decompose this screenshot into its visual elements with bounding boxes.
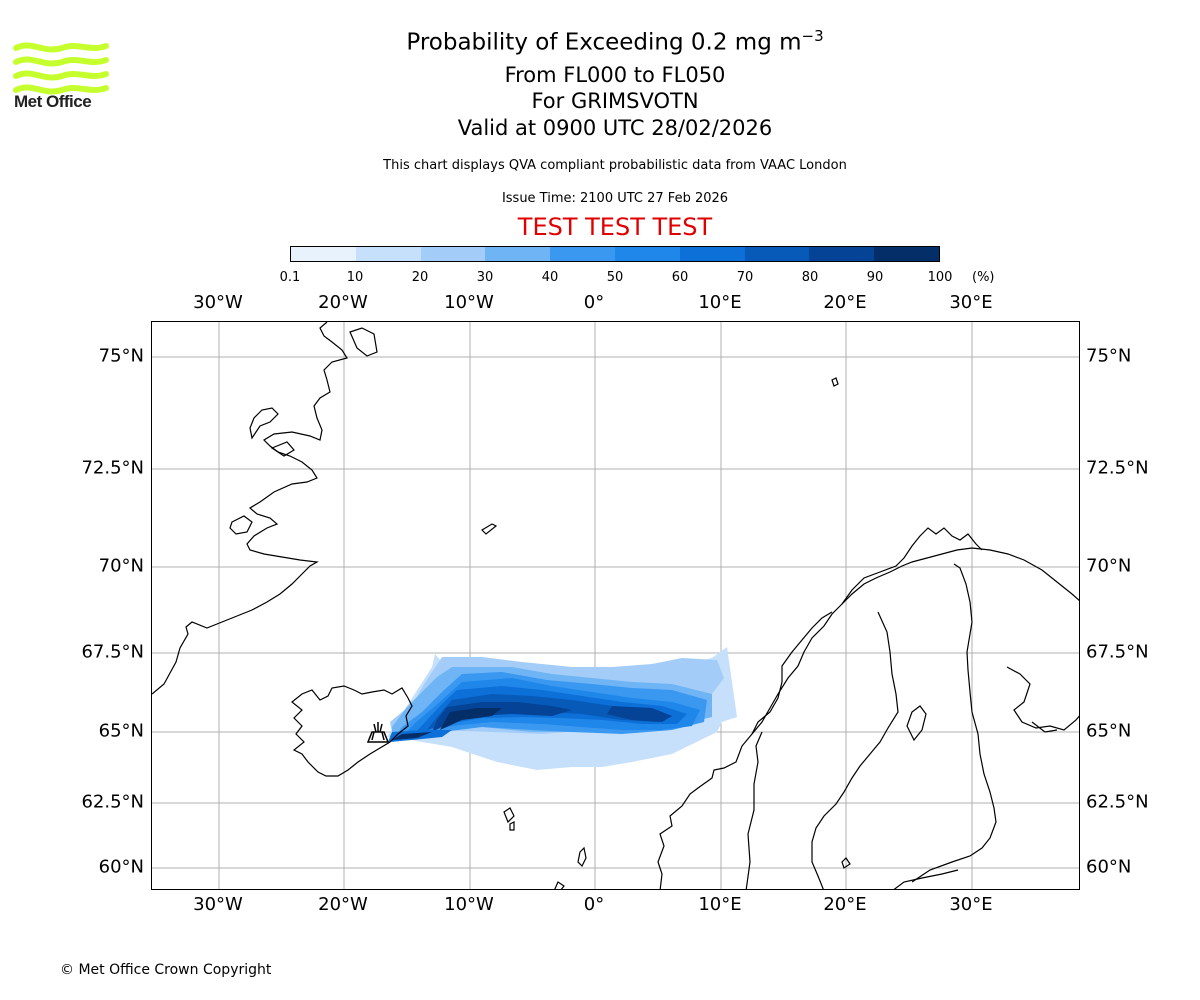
axis-label: 30°E	[949, 894, 993, 915]
chart-description: This chart displays QVA compliant probab…	[383, 158, 847, 173]
axis-label: 30°E	[949, 292, 993, 313]
axis-label: 10°W	[444, 292, 494, 313]
axis-label: 0°	[583, 894, 605, 915]
axis-label: 20°E	[823, 894, 867, 915]
colorbar-swatch	[874, 247, 939, 261]
colorbar-tick-label: 50	[606, 270, 624, 285]
axis-label: 10°E	[698, 894, 742, 915]
coastlines	[152, 322, 1079, 889]
colorbar-swatch	[744, 247, 810, 261]
colorbar-swatch	[355, 247, 421, 261]
copyright: © Met Office Crown Copyright	[60, 962, 272, 978]
colorbar-tick-label: 10	[346, 270, 364, 285]
colorbar-swatch	[291, 247, 356, 261]
axis-label: 75°N	[1086, 345, 1132, 367]
colorbar-ticks: 0.1 10 20 30 40 50 60 70 80 90 100	[280, 270, 953, 290]
colorbar-swatch	[614, 247, 680, 261]
axis-label: 60°N	[98, 856, 144, 878]
colorbar-tick-label: 70	[736, 270, 754, 285]
axis-label: 30°W	[193, 292, 243, 313]
axis-label: 62.5°N	[81, 791, 144, 813]
axis-label: 62.5°N	[1086, 791, 1149, 813]
axis-label: 20°E	[823, 292, 867, 313]
valid-time: Valid at 0900 UTC 28/02/2026	[457, 116, 773, 140]
axis-label: 70°N	[1086, 555, 1132, 577]
colorbar-swatch	[679, 247, 745, 261]
colorbar-tick-label: 80	[801, 270, 819, 285]
axis-label: 67.5°N	[1086, 641, 1149, 663]
axis-label: 20°W	[318, 292, 368, 313]
axis-label: 65°N	[1086, 720, 1132, 742]
colorbar-unit: (%)	[972, 270, 995, 285]
axis-label: 10°E	[698, 292, 742, 313]
graticule	[152, 322, 1079, 889]
logo-text: Met Office	[14, 92, 92, 111]
axis-label: 20°W	[318, 894, 368, 915]
test-banner: TEST TEST TEST	[517, 213, 713, 241]
chart-title: Probability of Exceeding 0.2 mg m−3	[406, 27, 824, 56]
axis-label: 10°W	[444, 894, 494, 915]
axis-label: 67.5°N	[81, 641, 144, 663]
colorbar-swatch	[550, 247, 615, 261]
axis-label: 0°	[583, 292, 605, 313]
colorbar-tick-label: 40	[541, 270, 559, 285]
volcano-icon	[366, 722, 390, 743]
volcano-name: For GRIMSVOTN	[531, 89, 699, 113]
colorbar-tick-label: 60	[671, 270, 689, 285]
axis-label: 30°W	[193, 894, 243, 915]
flight-level-range: From FL000 to FL050	[504, 63, 726, 87]
axis-label: 65°N	[98, 720, 144, 742]
axis-label: 72.5°N	[1086, 457, 1149, 479]
colorbar-swatch	[420, 247, 486, 261]
colorbar-tick-label: 30	[476, 270, 494, 285]
colorbar-swatch	[485, 247, 551, 261]
colorbar-tick-label: 0.1	[279, 270, 301, 285]
axis-label: 70°N	[98, 555, 144, 577]
met-office-logo-icon	[13, 42, 109, 95]
colorbar-tick-label: 100	[927, 270, 953, 285]
axis-label: 60°N	[1086, 856, 1132, 878]
map-canvas	[152, 322, 1079, 889]
axis-label: 72.5°N	[81, 457, 144, 479]
ash-probability-plume	[387, 647, 737, 770]
map-frame	[151, 321, 1080, 890]
colorbar	[290, 246, 940, 262]
axis-label: 75°N	[98, 345, 144, 367]
colorbar-tick-label: 20	[411, 270, 429, 285]
colorbar-tick-label: 90	[866, 270, 884, 285]
issue-time: Issue Time: 2100 UTC 27 Feb 2026	[501, 191, 729, 206]
colorbar-swatch	[809, 247, 875, 261]
